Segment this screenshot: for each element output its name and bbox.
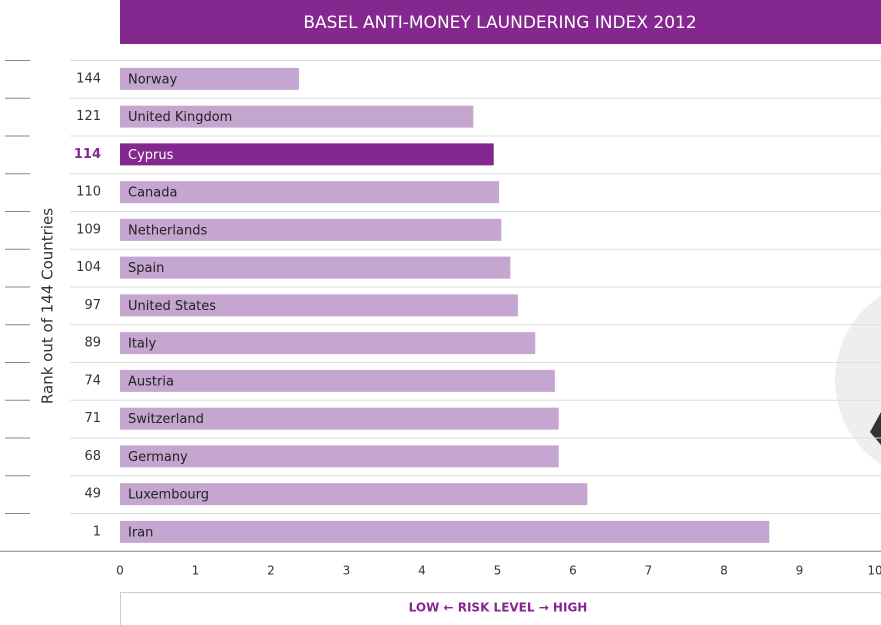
- bar: [120, 369, 555, 392]
- x-axis-label: LOW ← RISK LEVEL → HIGH: [409, 601, 588, 615]
- category-label: United Kingdom: [128, 110, 232, 125]
- rank-label: 74: [84, 373, 101, 388]
- bar: [120, 332, 536, 355]
- chart-title: BASEL ANTI-MONEY LAUNDERING INDEX 2012: [303, 13, 696, 33]
- title-bar: [120, 0, 881, 44]
- category-label: Switzerland: [128, 412, 204, 427]
- bar: [120, 407, 559, 430]
- category-label: United States: [128, 299, 216, 314]
- category-label: Austria: [128, 374, 174, 389]
- category-label: Luxembourg: [128, 488, 209, 503]
- rank-label: 104: [76, 260, 101, 275]
- x-tick-label: 1: [192, 564, 200, 578]
- bar: [120, 256, 511, 279]
- x-tick-label: 2: [267, 564, 275, 578]
- bar: [120, 520, 770, 543]
- x-tick-label: 6: [569, 564, 577, 578]
- rank-label: 121: [76, 109, 101, 124]
- category-label: Cyprus: [128, 148, 174, 163]
- category-label: Netherlands: [128, 223, 207, 238]
- x-tick-label: 8: [720, 564, 728, 578]
- bar: [120, 143, 494, 166]
- category-label: Iran: [128, 525, 153, 540]
- category-label: Germany: [128, 450, 188, 465]
- x-tick-label: 4: [418, 564, 426, 578]
- rank-label: 114: [74, 147, 101, 162]
- bar: [120, 67, 299, 90]
- bar: [120, 294, 518, 317]
- x-tick-label: 3: [343, 564, 351, 578]
- rank-label: 97: [84, 298, 101, 313]
- bar: [120, 105, 474, 128]
- x-tick-label: 9: [796, 564, 804, 578]
- x-tick-label: 5: [494, 564, 502, 578]
- x-tick-label: 7: [645, 564, 653, 578]
- rank-label: 49: [84, 487, 101, 502]
- rank-label: 68: [84, 449, 101, 464]
- bar: [120, 445, 559, 468]
- category-label: Spain: [128, 261, 164, 276]
- bar: [120, 218, 502, 241]
- category-label: Canada: [128, 186, 177, 201]
- decoration: [870, 412, 881, 445]
- decoration: [835, 295, 881, 465]
- bar: [120, 483, 588, 506]
- category-label: Norway: [128, 72, 178, 87]
- rank-label: 89: [84, 336, 101, 351]
- y-axis-label: Rank out of 144 Countries: [39, 208, 57, 404]
- rank-label: 71: [84, 411, 101, 426]
- rank-label: 110: [76, 185, 101, 200]
- category-label: Italy: [128, 337, 157, 352]
- x-label-box: [120, 592, 881, 625]
- rank-label: 109: [76, 222, 101, 237]
- x-tick-label: 10: [867, 564, 881, 578]
- rank-label: 144: [76, 71, 101, 86]
- bar: [120, 181, 500, 204]
- rank-label: 1: [93, 524, 101, 539]
- x-tick-label: 0: [116, 564, 124, 578]
